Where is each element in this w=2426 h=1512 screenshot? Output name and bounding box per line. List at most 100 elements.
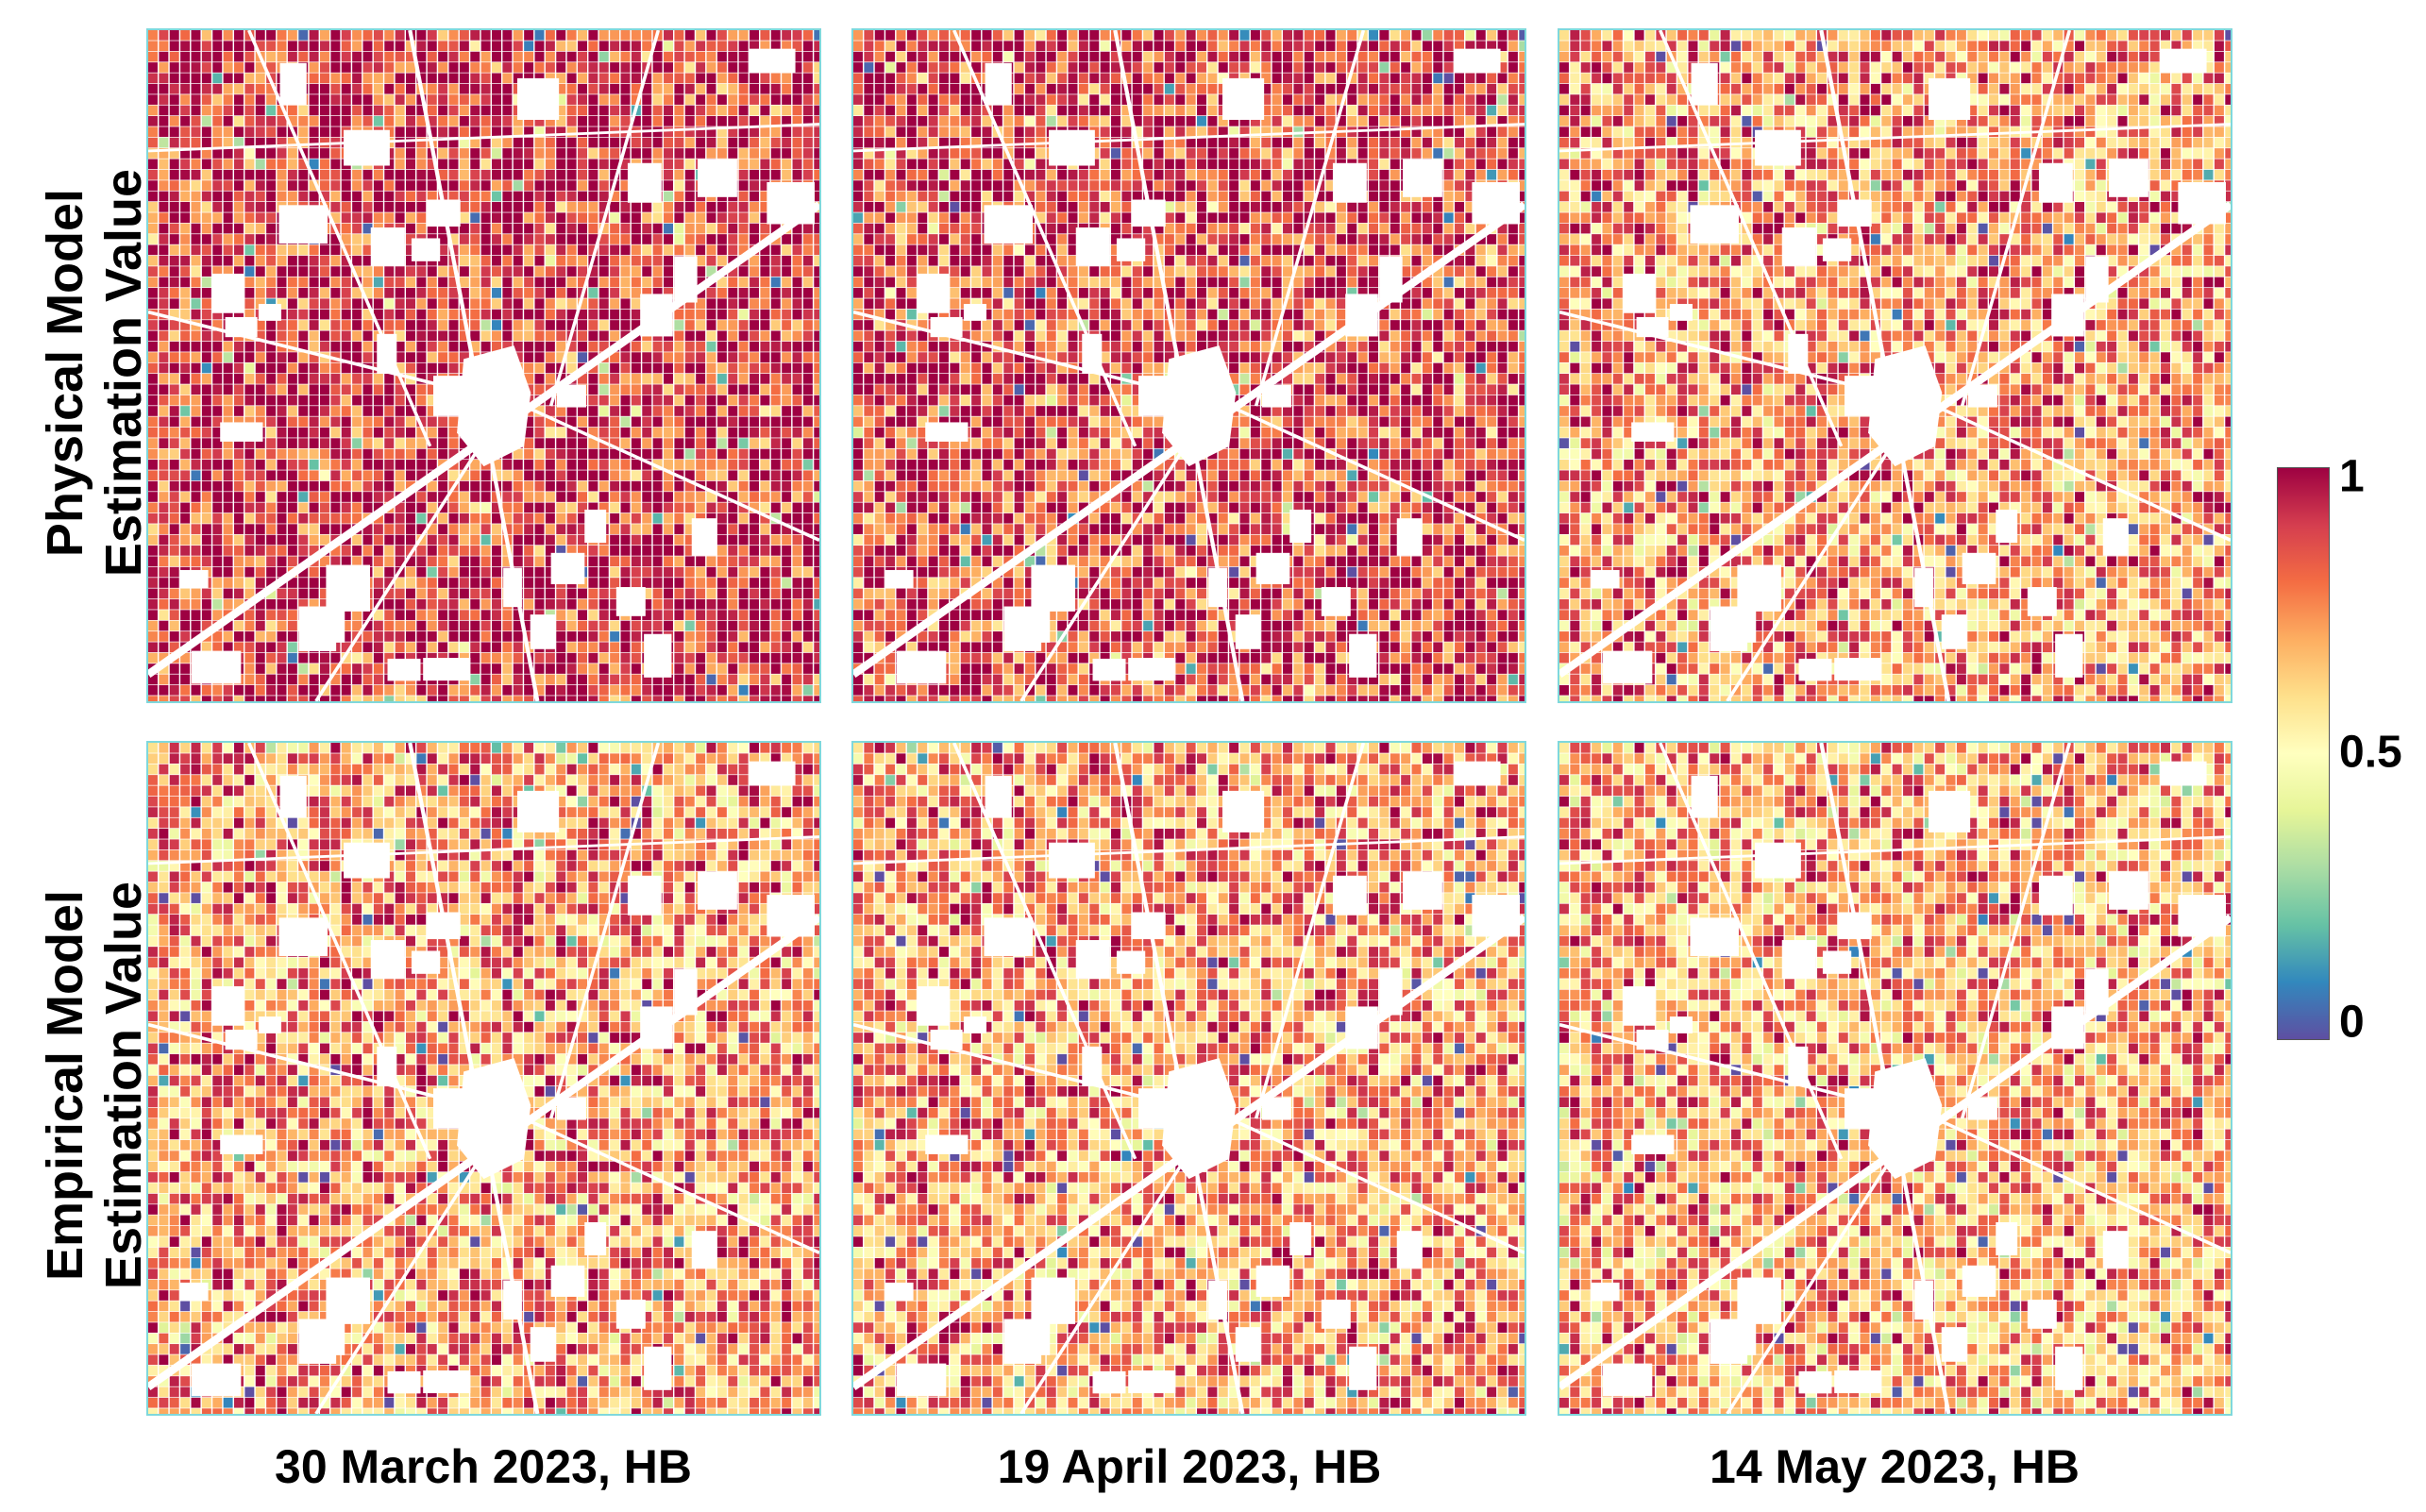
field-cell <box>212 51 223 62</box>
field-cell <box>588 427 598 438</box>
field-cell <box>864 83 874 94</box>
field-cell <box>960 83 970 94</box>
masked-area <box>278 205 328 244</box>
field-cell <box>395 480 405 492</box>
field-cell <box>438 566 448 578</box>
field-cell <box>492 73 501 84</box>
field-cell <box>212 191 223 202</box>
field-cell <box>148 105 158 116</box>
masked-area <box>258 304 282 321</box>
field-cell <box>395 362 405 374</box>
field-cell <box>201 94 211 105</box>
field-cell <box>524 159 534 170</box>
field-cell <box>588 159 598 170</box>
field-cell <box>470 664 480 674</box>
field-cell <box>1475 73 1486 84</box>
field-cell <box>459 105 469 116</box>
field-cell <box>578 480 587 492</box>
field-cell <box>373 566 383 578</box>
field-cell <box>1207 62 1218 73</box>
field-cell <box>950 73 960 84</box>
field-cell <box>782 556 792 567</box>
field-cell <box>470 652 480 664</box>
field-cell <box>578 51 587 62</box>
field-cell <box>750 148 760 159</box>
field-cell <box>416 642 427 653</box>
field-cell <box>728 244 738 256</box>
field-cell <box>545 684 555 696</box>
field-cell <box>566 320 577 330</box>
field-cell <box>728 470 738 481</box>
field-cell <box>298 352 309 362</box>
field-cell <box>244 512 255 524</box>
field-cell <box>760 126 770 138</box>
field-cell <box>384 492 395 502</box>
field-cell <box>1272 116 1282 126</box>
field-cell <box>470 480 480 492</box>
field-cell <box>1164 62 1174 73</box>
field-cell <box>255 73 265 84</box>
field-cell <box>814 137 819 148</box>
field-cell <box>298 180 309 191</box>
field-cell <box>1411 51 1422 62</box>
field-cell <box>320 41 329 52</box>
field-cell <box>266 664 277 674</box>
field-cell <box>1229 169 1239 180</box>
field-cell <box>1143 126 1154 138</box>
field-cell <box>814 288 819 298</box>
field-cell <box>169 406 179 416</box>
field-cell <box>814 588 819 599</box>
field-cell <box>578 341 587 352</box>
field-cell <box>223 470 233 481</box>
field-cell <box>556 234 566 244</box>
field-cell <box>620 374 631 384</box>
field-cell <box>642 598 652 610</box>
field-cell <box>588 148 598 159</box>
field-cell <box>588 588 598 599</box>
field-cell <box>287 578 297 588</box>
field-cell <box>427 642 437 653</box>
field-cell <box>341 684 351 696</box>
field-cell <box>480 148 491 159</box>
field-cell <box>706 223 716 234</box>
field-cell <box>255 395 265 406</box>
field-cell <box>588 202 598 212</box>
field-cell <box>770 588 781 599</box>
field-cell <box>1261 169 1272 180</box>
field-cell <box>1100 105 1110 116</box>
field-cell <box>918 191 928 202</box>
field-cell <box>341 502 351 513</box>
field-cell <box>631 384 641 395</box>
field-cell <box>191 62 201 73</box>
road-line <box>148 123 819 153</box>
field-cell <box>684 159 695 170</box>
field-cell <box>1186 191 1196 202</box>
field-cell <box>352 492 362 502</box>
field-cell <box>1379 148 1390 159</box>
field-cell <box>395 534 405 546</box>
field-cell <box>352 620 362 631</box>
field-cell <box>674 62 684 73</box>
field-cell <box>277 438 287 448</box>
field-cell <box>928 137 938 148</box>
field-cell <box>652 41 663 52</box>
field-cell <box>684 684 695 696</box>
field-cell <box>223 169 233 180</box>
field-cell <box>352 406 362 416</box>
field-cell <box>1401 126 1411 138</box>
field-cell <box>545 362 555 374</box>
field-cell <box>1229 62 1239 73</box>
field-cell <box>191 116 201 126</box>
field-cell <box>939 30 949 41</box>
field-cell <box>971 94 982 105</box>
field-cell <box>524 534 534 546</box>
field-cell <box>298 416 309 428</box>
field-cell <box>802 126 813 138</box>
field-cell <box>524 598 534 610</box>
field-cell <box>802 588 813 599</box>
field-cell <box>1325 83 1336 94</box>
field-cell <box>502 642 513 653</box>
field-cell <box>610 83 620 94</box>
field-cell <box>588 180 598 191</box>
field-cell <box>728 642 738 653</box>
